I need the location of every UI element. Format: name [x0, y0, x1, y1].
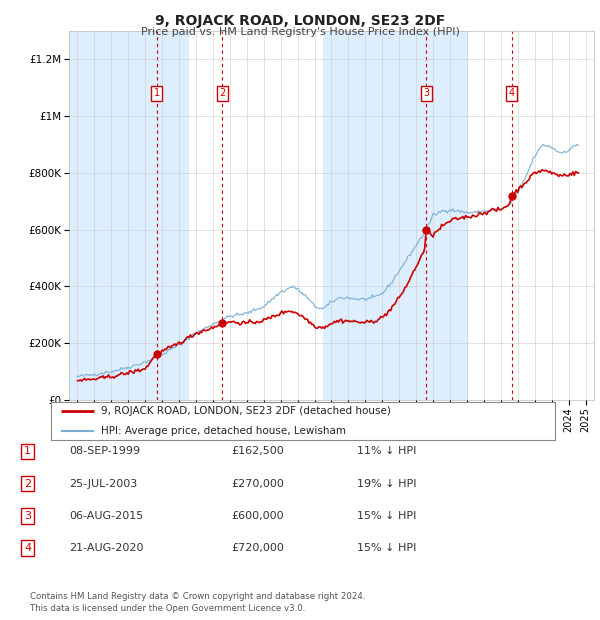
Text: 2: 2 — [24, 479, 31, 489]
Text: 4: 4 — [509, 89, 515, 99]
Text: 15% ↓ HPI: 15% ↓ HPI — [357, 543, 416, 553]
Bar — [69, 31, 188, 400]
Text: £720,000: £720,000 — [231, 543, 284, 553]
Text: £162,500: £162,500 — [231, 446, 284, 456]
Text: 06-AUG-2015: 06-AUG-2015 — [69, 511, 143, 521]
Text: Contains HM Land Registry data © Crown copyright and database right 2024.
This d: Contains HM Land Registry data © Crown c… — [30, 591, 365, 613]
Text: 21-AUG-2020: 21-AUG-2020 — [69, 543, 143, 553]
Text: 3: 3 — [24, 511, 31, 521]
Text: 4: 4 — [24, 543, 31, 553]
Text: 25-JUL-2003: 25-JUL-2003 — [69, 479, 137, 489]
Text: 19% ↓ HPI: 19% ↓ HPI — [357, 479, 416, 489]
Text: 1: 1 — [24, 446, 31, 456]
Text: HPI: Average price, detached house, Lewisham: HPI: Average price, detached house, Lewi… — [101, 425, 346, 436]
Text: 9, ROJACK ROAD, LONDON, SE23 2DF (detached house): 9, ROJACK ROAD, LONDON, SE23 2DF (detach… — [101, 406, 391, 417]
Text: 15% ↓ HPI: 15% ↓ HPI — [357, 511, 416, 521]
Text: 3: 3 — [423, 89, 430, 99]
Text: £270,000: £270,000 — [231, 479, 284, 489]
Bar — [323, 31, 467, 400]
Text: 2: 2 — [220, 89, 226, 99]
Text: Price paid vs. HM Land Registry's House Price Index (HPI): Price paid vs. HM Land Registry's House … — [140, 27, 460, 37]
Text: 08-SEP-1999: 08-SEP-1999 — [69, 446, 140, 456]
Text: £600,000: £600,000 — [231, 511, 284, 521]
Text: 11% ↓ HPI: 11% ↓ HPI — [357, 446, 416, 456]
Text: 1: 1 — [154, 89, 160, 99]
Text: 9, ROJACK ROAD, LONDON, SE23 2DF: 9, ROJACK ROAD, LONDON, SE23 2DF — [155, 14, 445, 28]
